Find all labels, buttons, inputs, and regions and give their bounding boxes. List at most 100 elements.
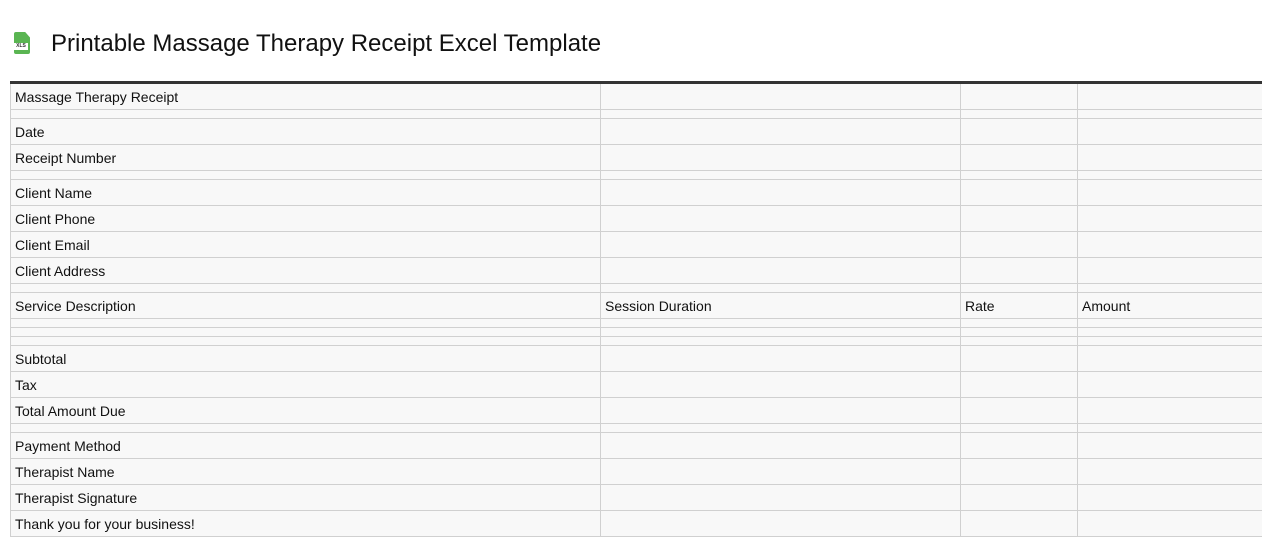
cell[interactable] — [600, 423, 961, 433]
cell[interactable] — [1077, 458, 1262, 485]
column-header[interactable]: Rate — [960, 292, 1078, 319]
cell[interactable] — [10, 283, 601, 293]
cell[interactable] — [1077, 257, 1262, 284]
table-row: Date — [10, 118, 1262, 145]
column-header[interactable]: Service Description — [10, 292, 601, 319]
cell[interactable] — [1077, 327, 1262, 337]
cell[interactable] — [600, 231, 961, 258]
cell[interactable] — [600, 257, 961, 284]
cell[interactable] — [960, 231, 1078, 258]
cell[interactable] — [10, 109, 601, 119]
cell[interactable] — [10, 327, 601, 337]
cell[interactable] — [600, 336, 961, 346]
cell[interactable] — [10, 423, 601, 433]
row-label[interactable]: Total Amount Due — [10, 397, 601, 424]
cell[interactable] — [600, 327, 961, 337]
cell[interactable] — [600, 205, 961, 232]
cell[interactable] — [960, 397, 1078, 424]
row-label[interactable]: Subtotal — [10, 345, 601, 372]
row-label[interactable]: Massage Therapy Receipt — [10, 82, 601, 110]
cell[interactable] — [960, 510, 1078, 537]
row-label[interactable]: Therapist Name — [10, 458, 601, 485]
cell[interactable] — [1077, 82, 1262, 110]
cell[interactable] — [1077, 318, 1262, 328]
cell[interactable] — [960, 109, 1078, 119]
cell[interactable] — [960, 318, 1078, 328]
column-header[interactable]: Session Duration — [600, 292, 961, 319]
cell[interactable] — [960, 484, 1078, 511]
row-label[interactable]: Thank you for your business! — [10, 510, 601, 537]
row-label[interactable]: Client Email — [10, 231, 601, 258]
cell[interactable] — [600, 283, 961, 293]
cell[interactable] — [1077, 432, 1262, 459]
cell[interactable] — [1077, 423, 1262, 433]
spreadsheet-table: Massage Therapy Receipt Date Receipt Numbe… — [10, 81, 1262, 537]
cell[interactable] — [600, 397, 961, 424]
table-row: Subtotal — [10, 345, 1262, 372]
row-label[interactable]: Payment Method — [10, 432, 601, 459]
row-label[interactable]: Client Phone — [10, 205, 601, 232]
cell[interactable] — [600, 179, 961, 206]
cell[interactable] — [1077, 205, 1262, 232]
cell[interactable] — [1077, 484, 1262, 511]
cell[interactable] — [600, 144, 961, 171]
cell[interactable] — [10, 336, 601, 346]
table-row: Therapist Signature — [10, 484, 1262, 511]
cell[interactable] — [1077, 336, 1262, 346]
cell[interactable] — [960, 458, 1078, 485]
cell[interactable] — [600, 109, 961, 119]
cell[interactable] — [960, 327, 1078, 337]
cell[interactable] — [1077, 144, 1262, 171]
cell[interactable] — [960, 423, 1078, 433]
cell[interactable] — [960, 371, 1078, 398]
row-label[interactable]: Therapist Signature — [10, 484, 601, 511]
column-header[interactable]: Amount — [1077, 292, 1262, 319]
spacer-row — [10, 170, 1262, 180]
cell[interactable] — [960, 118, 1078, 145]
cell[interactable] — [1077, 231, 1262, 258]
table-row: Total Amount Due — [10, 397, 1262, 424]
spacer-row — [10, 327, 1262, 337]
cell[interactable] — [600, 82, 961, 110]
cell[interactable] — [960, 144, 1078, 171]
cell[interactable] — [600, 458, 961, 485]
cell[interactable] — [600, 170, 961, 180]
cell[interactable] — [1077, 170, 1262, 180]
row-label[interactable]: Receipt Number — [10, 144, 601, 171]
xls-file-icon: XLS — [12, 32, 32, 56]
cell[interactable] — [960, 170, 1078, 180]
table-row: Massage Therapy Receipt — [10, 82, 1262, 110]
cell[interactable] — [600, 432, 961, 459]
cell[interactable] — [960, 179, 1078, 206]
cell[interactable] — [10, 170, 601, 180]
cell[interactable] — [960, 345, 1078, 372]
cell[interactable] — [1077, 109, 1262, 119]
cell[interactable] — [960, 257, 1078, 284]
cell[interactable] — [600, 318, 961, 328]
cell[interactable] — [960, 82, 1078, 110]
page-header: XLS Printable Massage Therapy Receipt Ex… — [12, 30, 601, 58]
cell[interactable] — [1077, 371, 1262, 398]
row-label[interactable]: Client Address — [10, 257, 601, 284]
cell[interactable] — [1077, 179, 1262, 206]
cell[interactable] — [1077, 118, 1262, 145]
cell[interactable] — [960, 432, 1078, 459]
table-row: Tax — [10, 371, 1262, 398]
cell[interactable] — [600, 484, 961, 511]
cell[interactable] — [600, 510, 961, 537]
cell[interactable] — [1077, 510, 1262, 537]
cell[interactable] — [960, 205, 1078, 232]
cell[interactable] — [1077, 397, 1262, 424]
row-label[interactable]: Date — [10, 118, 601, 145]
page-title: Printable Massage Therapy Receipt Excel … — [51, 30, 602, 57]
cell[interactable] — [1077, 345, 1262, 372]
row-label[interactable]: Tax — [10, 371, 601, 398]
cell[interactable] — [960, 336, 1078, 346]
cell[interactable] — [600, 118, 961, 145]
cell[interactable] — [600, 371, 961, 398]
cell[interactable] — [10, 318, 601, 328]
row-label[interactable]: Client Name — [10, 179, 601, 206]
cell[interactable] — [960, 283, 1078, 293]
cell[interactable] — [600, 345, 961, 372]
cell[interactable] — [1077, 283, 1262, 293]
